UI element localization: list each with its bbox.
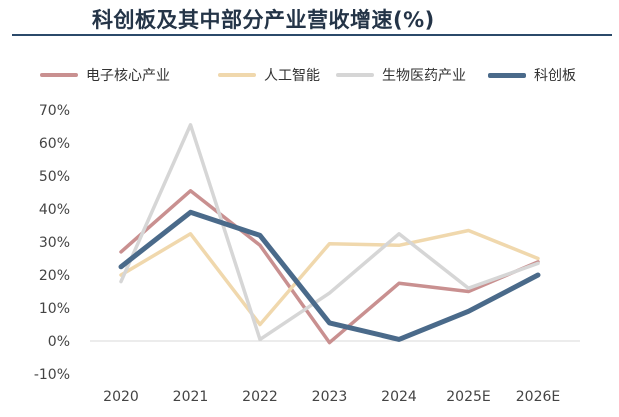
y-tick-label: 70%: [39, 103, 70, 119]
series-line-3: [118, 209, 541, 342]
x-tick-label: 2022: [242, 389, 278, 405]
y-tick-label: 30%: [39, 235, 70, 251]
x-tick-label: 2026E: [516, 389, 560, 405]
y-tick-label: -10%: [34, 367, 70, 383]
title-underline: [12, 34, 612, 36]
y-tick-label: 40%: [39, 202, 70, 218]
legend-item: 人工智能: [218, 64, 320, 86]
legend-swatch: [218, 73, 256, 77]
y-tick-label: 10%: [39, 301, 70, 317]
legend-item: 科创板: [488, 64, 576, 86]
y-tick-label: 0%: [48, 334, 70, 350]
chart-legend: 电子核心产业 人工智能 生物医药产业 科创板: [40, 64, 610, 86]
legend-swatch: [488, 72, 526, 78]
legend-label: 生物医药产业: [382, 68, 466, 84]
legend-label: 科创板: [534, 68, 576, 84]
y-tick-label: 50%: [39, 169, 70, 185]
series-line-2: [119, 123, 540, 342]
x-axis-ticks: 2020 2021 2022 2023 2024 2025E 2026E: [103, 389, 560, 405]
legend-label: 人工智能: [264, 68, 320, 84]
series-lines: [118, 123, 541, 345]
chart-header: 科创板及其中部分产业营收增速(%): [0, 0, 619, 42]
x-tick-label: 2024: [381, 389, 417, 405]
x-tick-label: 2025E: [446, 389, 490, 405]
x-tick-label: 2023: [312, 389, 348, 405]
legend-swatch: [336, 73, 374, 77]
series-line-0: [119, 189, 540, 345]
y-tick-label: 60%: [39, 136, 70, 152]
y-tick-label: 20%: [39, 268, 70, 284]
legend-item: 电子核心产业: [40, 64, 170, 86]
chart-title: 科创板及其中部分产业营收增速(%): [92, 8, 435, 32]
x-tick-label: 2021: [173, 389, 209, 405]
x-tick-label: 2020: [103, 389, 139, 405]
legend-swatch: [40, 73, 78, 77]
y-axis-ticks: -10% 0% 10% 20% 30% 40% 50% 60% 70%: [34, 103, 70, 383]
legend-label: 电子核心产业: [86, 68, 170, 84]
legend-item: 生物医药产业: [336, 64, 466, 86]
series-line-1: [119, 228, 540, 327]
